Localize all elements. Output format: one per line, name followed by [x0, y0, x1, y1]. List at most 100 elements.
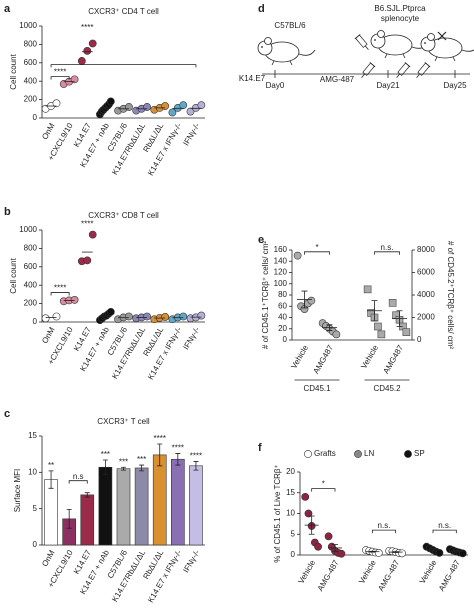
day-label: Day0 — [266, 81, 285, 90]
x-tick-label: IFNγ-/- — [181, 121, 201, 147]
data-point — [143, 103, 151, 111]
data-point — [332, 330, 341, 339]
data-point — [41, 314, 50, 323]
mouse-icon — [257, 37, 316, 66]
x-tick-label: AMG-487 — [316, 558, 341, 593]
x-tick-label: AMG487 — [381, 343, 405, 375]
x-tick-label: AMG-487 — [437, 558, 462, 593]
error-bar — [175, 453, 181, 466]
error-bar — [332, 544, 338, 552]
data-point — [197, 101, 206, 110]
y-tick-label: 800 — [24, 40, 38, 49]
y-tick-label: 140 — [274, 256, 288, 265]
y-tick-label: 800 — [24, 244, 38, 253]
y-tick-label: 400 — [24, 76, 38, 85]
panel-label: b — [4, 206, 11, 218]
y-axis-label: % of CD45.1 of Live TCRβ⁺ — [273, 464, 282, 563]
data-point — [106, 307, 115, 316]
significance-label: *** — [137, 455, 146, 464]
significance-label: * — [322, 480, 325, 489]
error-bar — [369, 550, 376, 553]
y-tick-label: 15 — [28, 431, 37, 440]
data-point — [161, 102, 170, 110]
data-point — [70, 75, 79, 84]
significance-bracket — [432, 529, 457, 534]
error-bar — [371, 300, 378, 322]
data-point — [52, 312, 61, 321]
bar — [80, 494, 95, 546]
data-point — [52, 99, 61, 108]
bar — [189, 465, 203, 546]
y-tick-label: 80 — [278, 290, 287, 299]
day-label: Day21 — [376, 81, 400, 90]
data-point — [83, 46, 92, 55]
chart-title: CXCR3⁺ CD4 T cell — [88, 7, 159, 16]
data-point — [324, 532, 333, 541]
error-bar — [326, 324, 333, 331]
data-point — [435, 549, 444, 557]
y-tick-label: 0 — [33, 540, 38, 549]
significance-bracket — [374, 251, 400, 255]
significance-label: *** — [101, 450, 110, 459]
significance-label: n.s. — [381, 243, 394, 252]
data-point — [337, 549, 346, 558]
data-point — [125, 312, 133, 321]
x-tick-label: Vehicle — [357, 558, 378, 585]
comparison-line — [50, 64, 197, 68]
x-tick-label: Vehicle — [297, 558, 318, 585]
y-tick-label: 200 — [24, 299, 38, 308]
y-tick-label: 160 — [274, 245, 288, 254]
significance-bracket — [68, 480, 88, 484]
x-tick-label: Vehicle — [289, 343, 310, 370]
data-point — [388, 299, 397, 307]
x-tick-label: Vehicle — [418, 558, 439, 585]
x-tick-label: OnM — [40, 121, 57, 141]
y-tick-label: 400 — [24, 280, 38, 289]
y-tick-label: 60 — [278, 301, 287, 310]
data-point — [125, 103, 133, 111]
syringe-icon — [358, 61, 376, 81]
y-tick-label: 6000 — [417, 268, 435, 277]
significance-label: n.s. — [378, 521, 391, 530]
error-bar — [48, 470, 54, 489]
y-tick-label: 2000 — [417, 313, 435, 322]
significance-bracket — [311, 488, 336, 492]
y-tick-label: 40 — [278, 313, 287, 322]
bar — [171, 458, 185, 546]
significance-label: **** — [54, 68, 66, 77]
panel-label: d — [258, 3, 265, 15]
bar — [116, 468, 131, 546]
significance-bracket — [50, 76, 70, 80]
syringe-icon — [413, 61, 431, 81]
treatment-label: AMG-487 — [320, 75, 355, 84]
panel-label: a — [4, 3, 11, 15]
data-point — [293, 251, 302, 260]
y-tick-label: 0 — [283, 335, 288, 344]
y-tick-label: 4000 — [417, 290, 435, 299]
significance-label: ** — [48, 461, 54, 470]
data-point — [402, 328, 411, 336]
syringe-icon — [354, 33, 372, 53]
significance-label: n.s. — [438, 521, 451, 530]
y-tick-label: 600 — [24, 58, 38, 67]
error-bar — [102, 459, 108, 475]
data-point — [88, 230, 97, 239]
significance-bracket — [371, 529, 397, 534]
legend-marker — [404, 450, 412, 458]
data-point — [304, 509, 313, 518]
significance-bracket — [50, 292, 70, 296]
significance-label: **** — [153, 434, 165, 443]
group-label: CD45.1 — [303, 384, 331, 393]
y-tick-label: 1000 — [19, 225, 37, 234]
error-bar — [121, 466, 126, 471]
significance-label: **** — [172, 444, 184, 453]
panel-label: c — [4, 408, 10, 420]
data-point — [70, 296, 79, 304]
y-tick-label: 1000 — [19, 21, 37, 30]
legend-label: LN — [364, 449, 374, 458]
data-point — [168, 108, 177, 117]
panel-label: f — [258, 442, 262, 454]
y-tick-label: 8000 — [417, 245, 435, 254]
x-tick-label: OnM — [40, 325, 57, 345]
data-point — [374, 322, 382, 331]
